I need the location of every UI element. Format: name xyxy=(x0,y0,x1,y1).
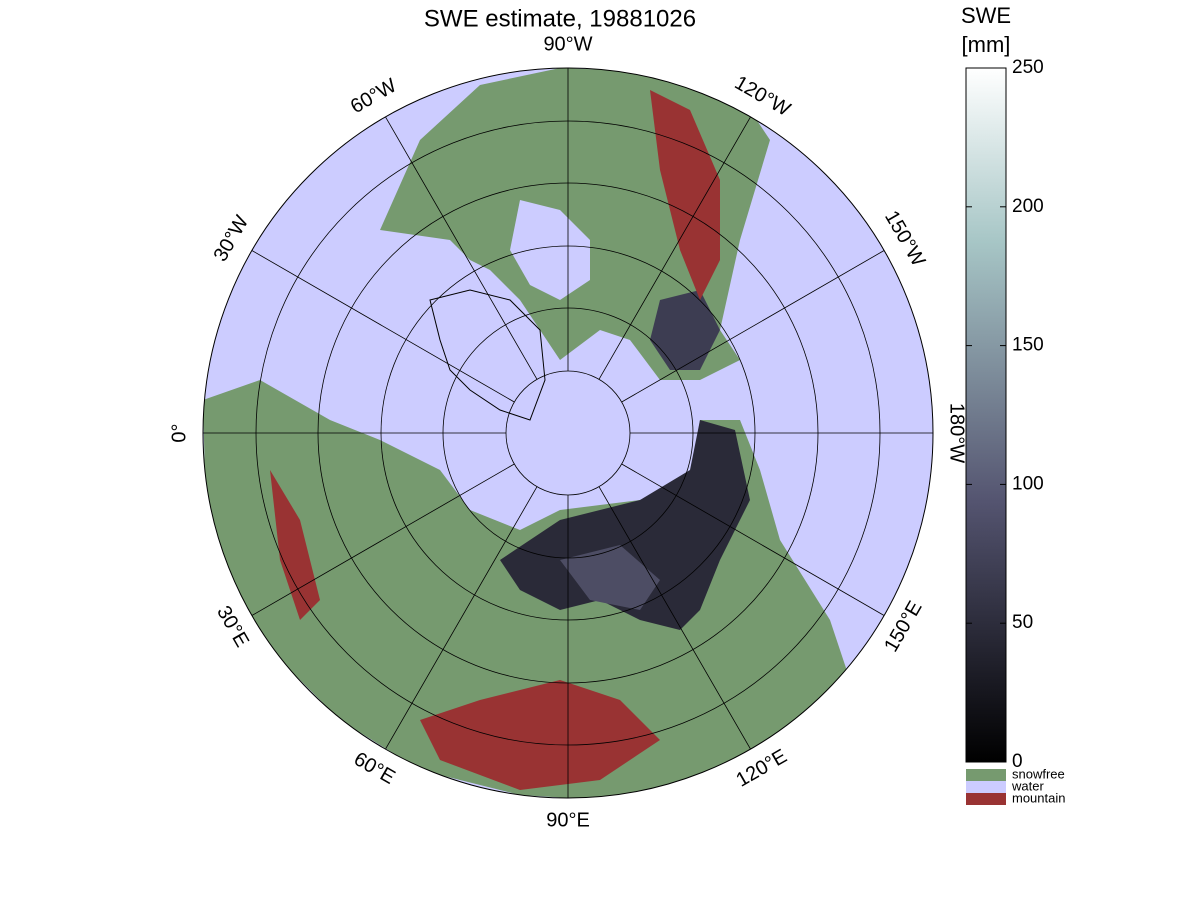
colorbar-tick-label: 0 xyxy=(1012,751,1023,772)
colorbar xyxy=(965,67,1007,763)
legend-label: snowfree xyxy=(1012,766,1065,781)
colorbar-title: [mm] xyxy=(962,32,1011,57)
title: SWE estimate, 19881026 xyxy=(424,5,696,32)
legend-swatch xyxy=(966,781,1006,793)
greenland xyxy=(429,289,546,421)
north-america-snow xyxy=(650,290,720,370)
meridian xyxy=(385,486,538,750)
mountain xyxy=(420,680,660,790)
meridian xyxy=(251,250,515,403)
map xyxy=(203,68,933,798)
meridian-label: 90°W xyxy=(543,33,592,55)
colorbar-tick-label: 250 xyxy=(1012,57,1044,78)
mountain xyxy=(650,90,720,300)
meridian xyxy=(598,486,751,750)
colorbar-ticks: 0 50 100 150 200 250 xyxy=(966,57,1044,772)
map-frame xyxy=(202,67,934,799)
colorbar-title: SWE xyxy=(961,3,1011,28)
hudson-bay xyxy=(510,200,590,300)
meridian xyxy=(385,116,538,380)
legend-swatch xyxy=(966,769,1006,781)
meridians xyxy=(203,68,933,798)
legend-swatch xyxy=(966,793,1006,805)
meridian-label: 0° xyxy=(168,423,190,442)
colorbar-tick-label: 150 xyxy=(1012,335,1044,356)
colorbar-tick-label: 100 xyxy=(1012,473,1044,494)
legend-label: water xyxy=(1011,778,1044,793)
meridian xyxy=(621,250,885,403)
meridian xyxy=(251,463,515,616)
mountain xyxy=(270,470,320,620)
meridian xyxy=(598,116,751,380)
meridian-label: 180°W xyxy=(946,403,968,463)
eurasia-snow xyxy=(500,420,750,630)
eurasia-snow-light xyxy=(560,545,660,610)
legend-label: mountain xyxy=(1012,790,1065,805)
meridian xyxy=(621,463,885,616)
meridian-label: 90°E xyxy=(546,809,590,831)
colorbar-tick-label: 50 xyxy=(1012,612,1033,633)
colorbar-tick-label: 200 xyxy=(1012,196,1044,217)
